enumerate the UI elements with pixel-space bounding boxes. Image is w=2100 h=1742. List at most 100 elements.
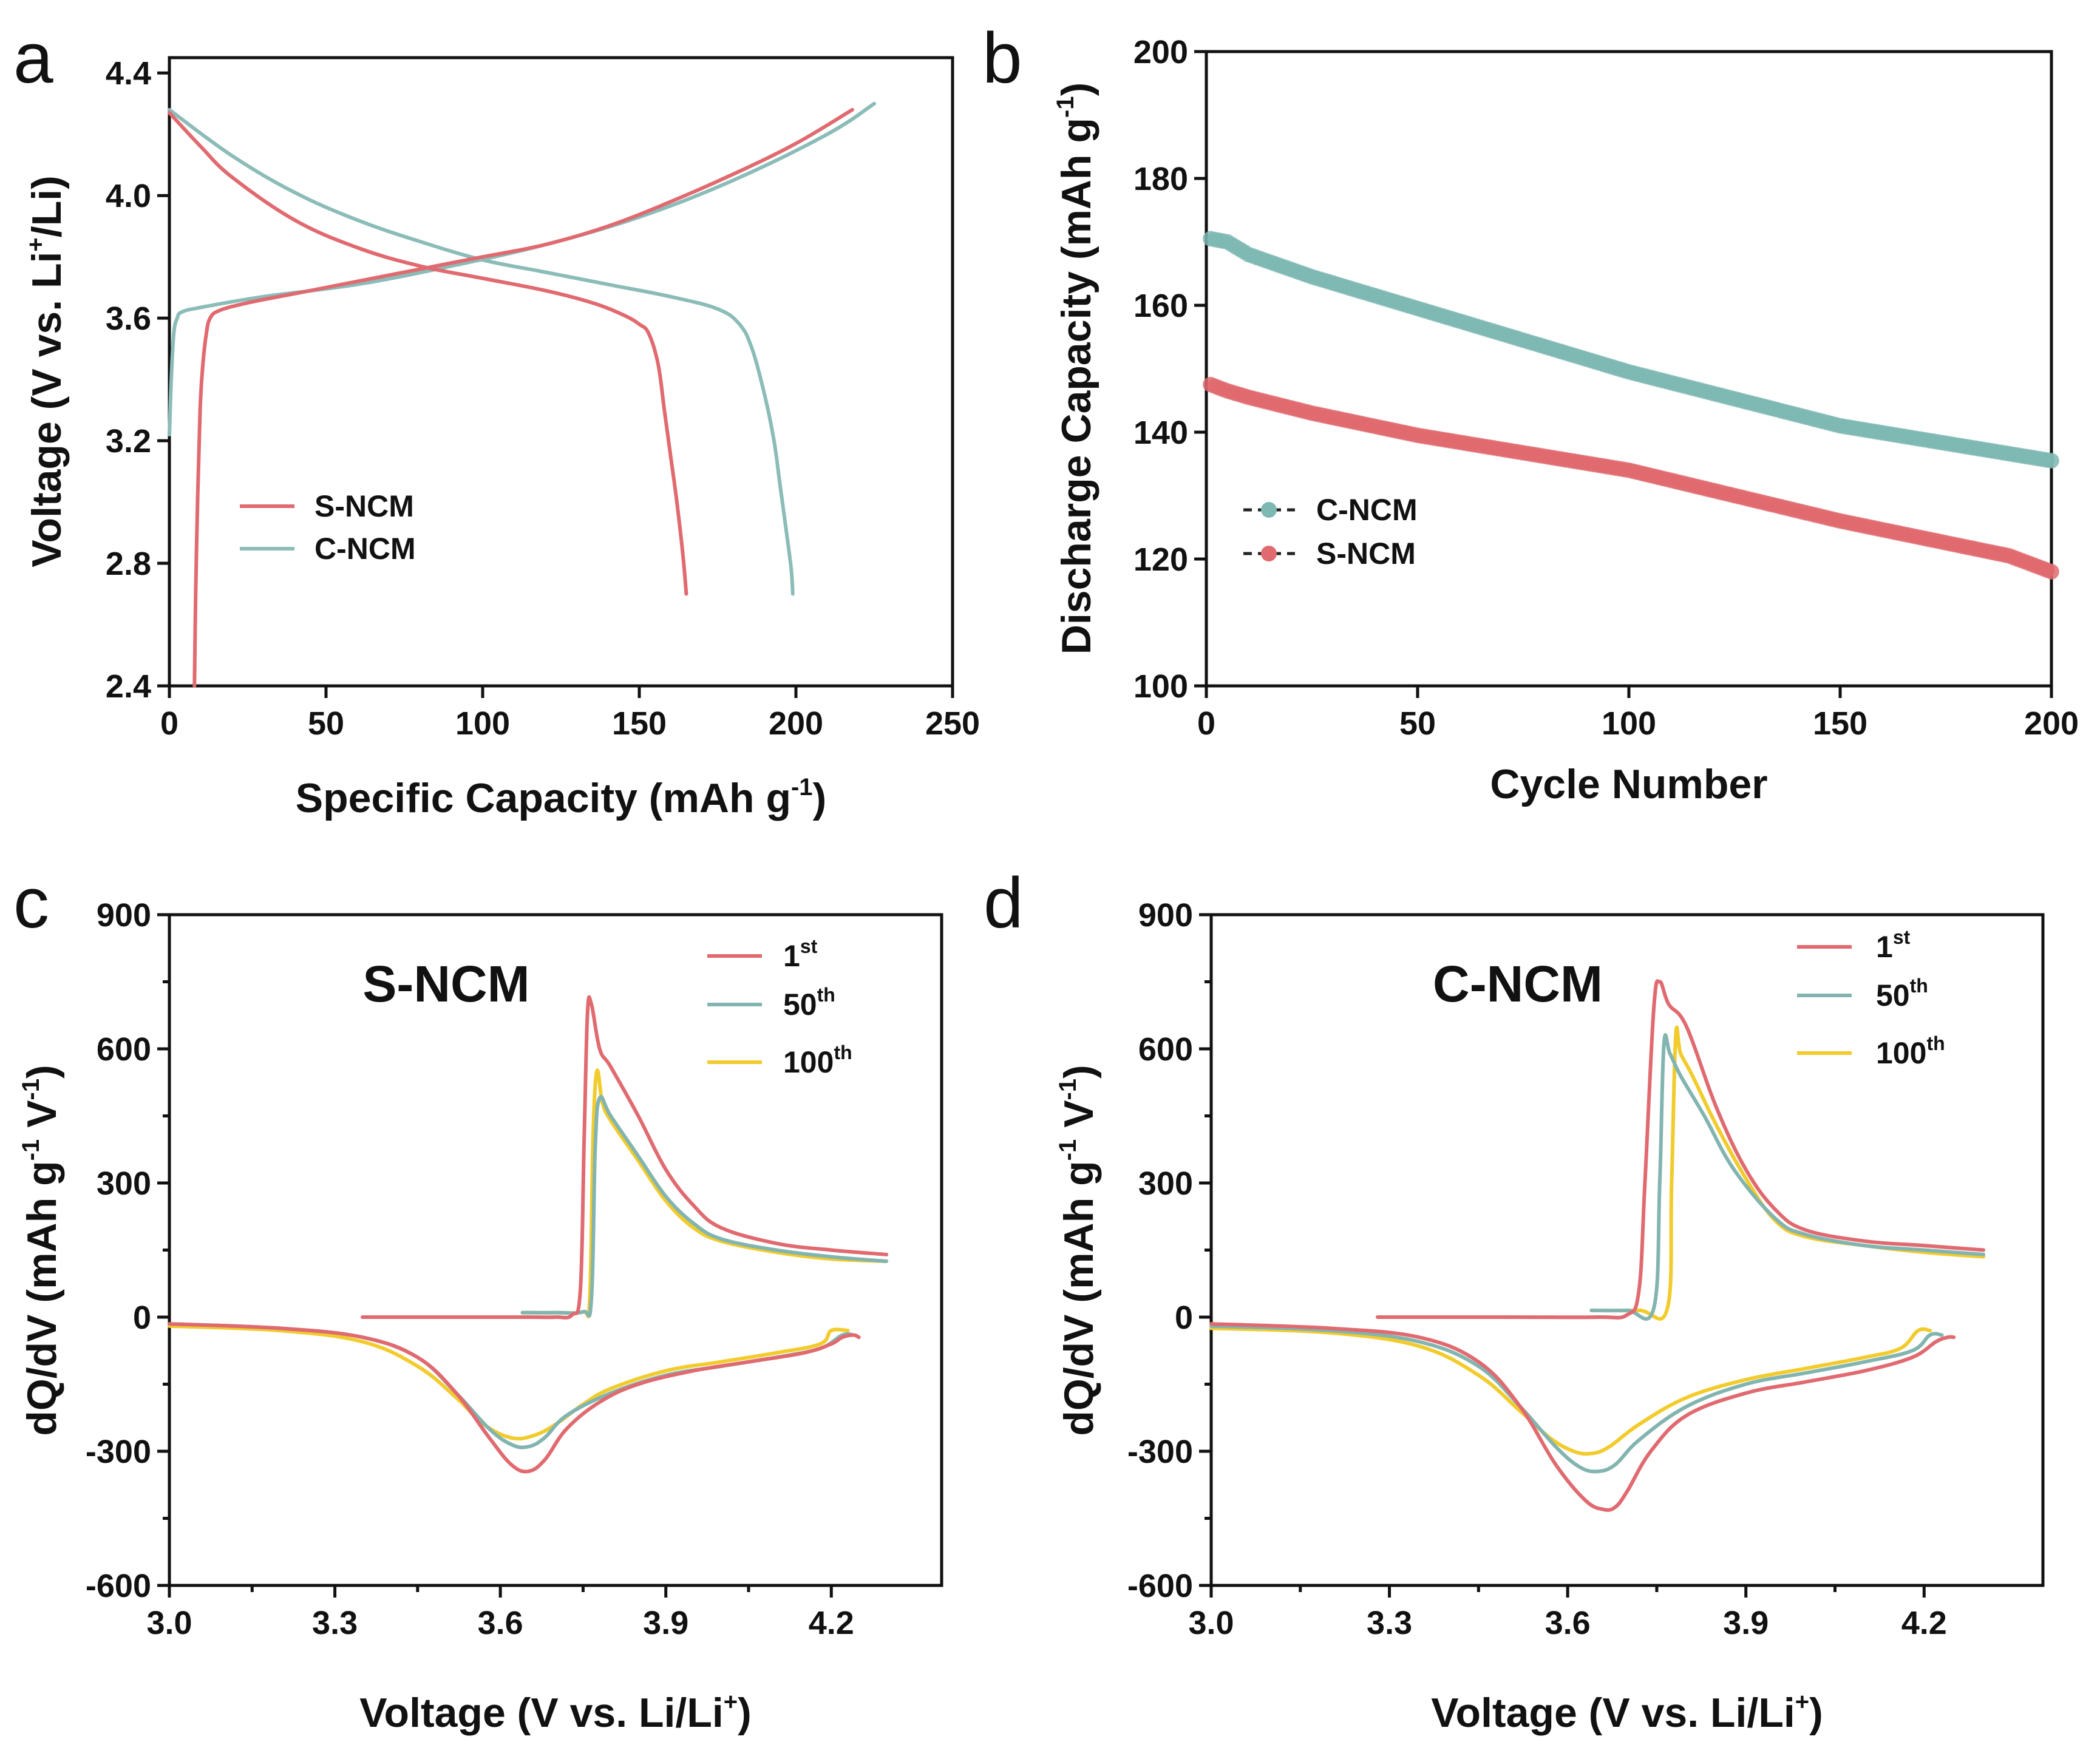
x-tick-label: 3.0	[1188, 1605, 1234, 1641]
x-tick-label: 4.2	[809, 1605, 854, 1641]
y-tick-label: 300	[97, 1165, 151, 1202]
x-tick-label: 3.6	[1545, 1605, 1591, 1641]
x-tick-label: 250	[925, 705, 980, 742]
data-point-s-ncm	[2044, 563, 2059, 580]
panel-c-plot	[168, 995, 889, 1474]
x-tick-label: 3.3	[312, 1605, 358, 1641]
panel-d-sample-label: C-NCM	[1433, 955, 1603, 1012]
y-tick-label: 0	[133, 1300, 151, 1336]
panel-b-plot	[1203, 231, 2059, 580]
legend-label-100th-d: 100th	[1876, 1032, 1945, 1070]
y-tick-label: 0	[1175, 1300, 1193, 1336]
panel-b: b 0 50 100 150 200 100 120 140 160 180 200 C-NCM S…	[982, 18, 2079, 807]
legend-label-c-ncm-b: C-NCM	[1316, 493, 1418, 527]
y-tick-label: -600	[86, 1568, 151, 1604]
panel-a-frame	[168, 56, 954, 688]
panel-d-y-axis-title: dQ/dV (mAh g-1 V-1)	[1055, 1065, 1102, 1435]
y-tick-label: 4.0	[106, 178, 151, 214]
panel-a-x-axis-title: Specific Capacity (mAh g-1)	[296, 774, 826, 821]
panel-a-ticks: 0 50 100 150 200 250 2.4 2.8 3.2 3.6 4.0 4.4	[106, 55, 980, 742]
series-c-ncm	[1203, 231, 2059, 469]
panel-d-x-axis-title: Voltage (V vs. Li/Li+)	[1431, 1689, 1823, 1736]
x-tick-label: 150	[1813, 705, 1867, 742]
x-tick-label: 3.9	[1723, 1605, 1769, 1641]
data-point-c-ncm	[2044, 453, 2059, 469]
panel-b-ticks: 0 50 100 150 200 100 120 140 160 180 200	[1133, 34, 2079, 742]
y-tick-label: -300	[1127, 1434, 1193, 1470]
series-line-s-ncm-charge	[192, 107, 854, 688]
legend-label-100th-c: 100th	[783, 1042, 852, 1079]
panel-a-plot	[168, 101, 876, 688]
y-tick-label: -300	[86, 1434, 151, 1470]
legend-label-50th-d: 50th	[1876, 975, 1928, 1012]
series-line-100th-discharge	[168, 1324, 850, 1441]
panel-a: a 0 50 100 150 200 250 2.4 2.8 3.2 3.6 4.0 4.4 S-NC…	[13, 18, 980, 821]
panel-d: d 3.0 3.3 3.6 3.9 4.2 -600 -300 0 300 600 900 C-NC…	[984, 863, 2045, 1736]
y-tick-label: 140	[1133, 415, 1188, 451]
y-tick-label: 600	[1138, 1031, 1193, 1068]
x-tick-label: 0	[1197, 705, 1215, 742]
legend-label-s-ncm: S-NCM	[314, 489, 414, 523]
panel-c: c 3.0 3.3 3.6 3.9 4.2 -600 -300 0 300 600 900 S-NC…	[13, 863, 943, 1736]
series-line-1st-charge	[1376, 979, 1986, 1320]
x-tick-label: 50	[1399, 705, 1436, 742]
y-tick-label: 120	[1133, 541, 1188, 578]
y-tick-label: 300	[1138, 1165, 1193, 1202]
series-line-50th-discharge	[168, 1322, 855, 1449]
legend-label-50th-c: 50th	[783, 984, 835, 1022]
x-tick-label: 100	[1602, 705, 1656, 742]
series-line-c-ncm-charge	[168, 101, 876, 436]
panel-c-label: c	[13, 863, 49, 943]
panel-c-x-axis-title: Voltage (V vs. Li/Li+)	[359, 1689, 752, 1736]
y-tick-label: 200	[1133, 34, 1188, 70]
panel-d-legend: 1st 50th 100th	[1797, 926, 1945, 1070]
x-tick-label: 200	[2024, 705, 2079, 742]
y-tick-label: 2.4	[106, 668, 151, 705]
series-line-50th-charge	[520, 1094, 889, 1318]
series-line-50th-discharge	[1209, 1324, 1944, 1474]
panel-b-x-axis-title: Cycle Number	[1490, 761, 1767, 807]
legend-marker-c-ncm-b	[1261, 502, 1277, 518]
series-line-1st-discharge	[1209, 1322, 1956, 1512]
panel-a-y-axis-title: Voltage (V vs. Li+/Li)	[22, 175, 70, 568]
y-tick-label: 180	[1133, 161, 1188, 197]
x-tick-label: 150	[612, 705, 667, 742]
panel-c-sample-label: S-NCM	[362, 955, 529, 1012]
y-tick-label: 900	[97, 897, 151, 934]
series-line-100th-charge	[520, 1068, 889, 1318]
panel-a-legend: S-NCM C-NCM	[240, 489, 416, 566]
panel-b-label: b	[982, 18, 1022, 98]
y-tick-label: 2.8	[106, 546, 151, 582]
legend-label-1st-d: 1st	[1876, 926, 1911, 964]
series-line-50th-charge	[1589, 1033, 1986, 1321]
series-line-1st-discharge	[168, 1322, 861, 1474]
x-tick-label: 200	[769, 705, 823, 742]
legend-marker-s-ncm-b	[1261, 546, 1277, 561]
x-tick-label: 100	[455, 705, 510, 742]
series-line-1st-charge	[361, 995, 889, 1320]
panel-d-label: d	[984, 863, 1024, 943]
legend-label-s-ncm-b: S-NCM	[1316, 537, 1416, 571]
panel-c-ticks: 3.0 3.3 3.6 3.9 4.2 -600 -300 0 300 600 900	[86, 897, 854, 1641]
panel-b-legend: C-NCM S-NCM	[1243, 493, 1418, 571]
series-line-100th-discharge	[1209, 1326, 1932, 1456]
legend-label-c-ncm: C-NCM	[314, 532, 416, 566]
x-tick-label: 3.6	[478, 1605, 523, 1641]
panel-a-label: a	[13, 18, 53, 98]
panel-c-legend: 1st 50th 100th	[707, 935, 852, 1079]
y-tick-label: 900	[1138, 897, 1193, 934]
legend-label-1st-c: 1st	[783, 935, 818, 973]
panel-d-plot	[1209, 979, 1986, 1512]
panel-c-y-axis-title: dQ/dV (mAh g-1 V-1)	[18, 1065, 65, 1435]
y-tick-label: 100	[1133, 668, 1188, 705]
x-tick-label: 50	[308, 705, 344, 742]
x-tick-label: 4.2	[1901, 1605, 1947, 1641]
y-tick-label: 600	[97, 1031, 151, 1068]
y-tick-label: 3.2	[106, 423, 151, 459]
x-tick-label: 3.9	[643, 1605, 688, 1641]
x-tick-label: 3.3	[1367, 1605, 1412, 1641]
y-tick-label: 3.6	[106, 300, 151, 337]
y-tick-label: -600	[1127, 1568, 1193, 1604]
x-tick-label: 3.0	[146, 1605, 192, 1641]
